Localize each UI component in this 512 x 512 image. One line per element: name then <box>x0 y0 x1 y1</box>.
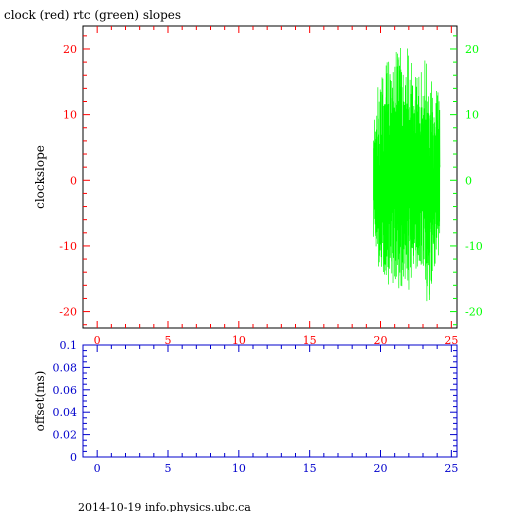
y-tick-label: -20 <box>59 306 77 319</box>
slopes-y-axis-label: clockslope <box>33 145 47 209</box>
footer-credit: 2014-10-19 info.physics.ubc.ca <box>78 501 251 512</box>
y-tick-label: 0 <box>70 174 77 187</box>
y-tick-label: 0.02 <box>53 429 78 442</box>
offset-x-axis: 0 5 10 15 20 25 <box>94 345 458 475</box>
y-tick-label: 0 <box>70 451 77 464</box>
offset-y-axis-label: offset(ms) <box>33 371 47 432</box>
y-tick-label: 0.04 <box>53 406 78 419</box>
x-tick-label: 20 <box>374 334 388 347</box>
rtc-series-line <box>373 47 441 302</box>
y-tick-label: -10 <box>59 240 77 253</box>
x-tick-label: 25 <box>444 334 458 347</box>
y2-tick-label: -20 <box>465 306 483 319</box>
y2-tick-label: 10 <box>465 109 479 122</box>
y-tick-label: 0.1 <box>60 339 78 352</box>
slopes-y-axis: -20 -10 0 10 20 <box>59 35 90 326</box>
x-tick-label: 25 <box>444 462 458 475</box>
y-tick-label: 10 <box>63 109 77 122</box>
x-tick-label: 20 <box>374 462 388 475</box>
offset-plot-frame <box>82 344 458 458</box>
x-tick-label: 15 <box>303 334 317 347</box>
x-tick-label: 5 <box>165 462 172 475</box>
rtc-series <box>373 47 441 302</box>
chart-title: clock (red) rtc (green) slopes <box>4 8 181 22</box>
slopes-x-axis: 0 5 10 15 20 25 <box>94 26 458 347</box>
x-tick-label: 10 <box>232 334 246 347</box>
x-tick-label: 15 <box>303 462 317 475</box>
x-tick-label: 10 <box>232 462 246 475</box>
offset-panel: 0 5 10 15 20 25 0 0.02 0.04 0.06 0.08 0.1 offset(m… <box>33 339 458 475</box>
offset-y-axis: 0 0.02 0.04 0.06 0.08 0.1 <box>53 339 457 464</box>
y2-tick-label: 20 <box>465 43 479 56</box>
y-tick-label: 0.06 <box>53 384 78 397</box>
y-tick-label: 20 <box>63 43 77 56</box>
slopes-panel: 0 5 10 15 20 25 -20 -10 0 10 20 -20 -10 0 10 20 clock… <box>33 25 483 347</box>
x-tick-label: 0 <box>94 334 101 347</box>
y2-tick-label: -10 <box>465 240 483 253</box>
y2-tick-label: 0 <box>465 174 472 187</box>
x-tick-label: 0 <box>94 462 101 475</box>
slopes-plot-frame <box>82 25 458 329</box>
slopes-y2-axis: -20 -10 0 10 20 <box>450 35 483 326</box>
y-tick-label: 0.08 <box>53 361 78 374</box>
x-tick-label: 5 <box>165 334 172 347</box>
